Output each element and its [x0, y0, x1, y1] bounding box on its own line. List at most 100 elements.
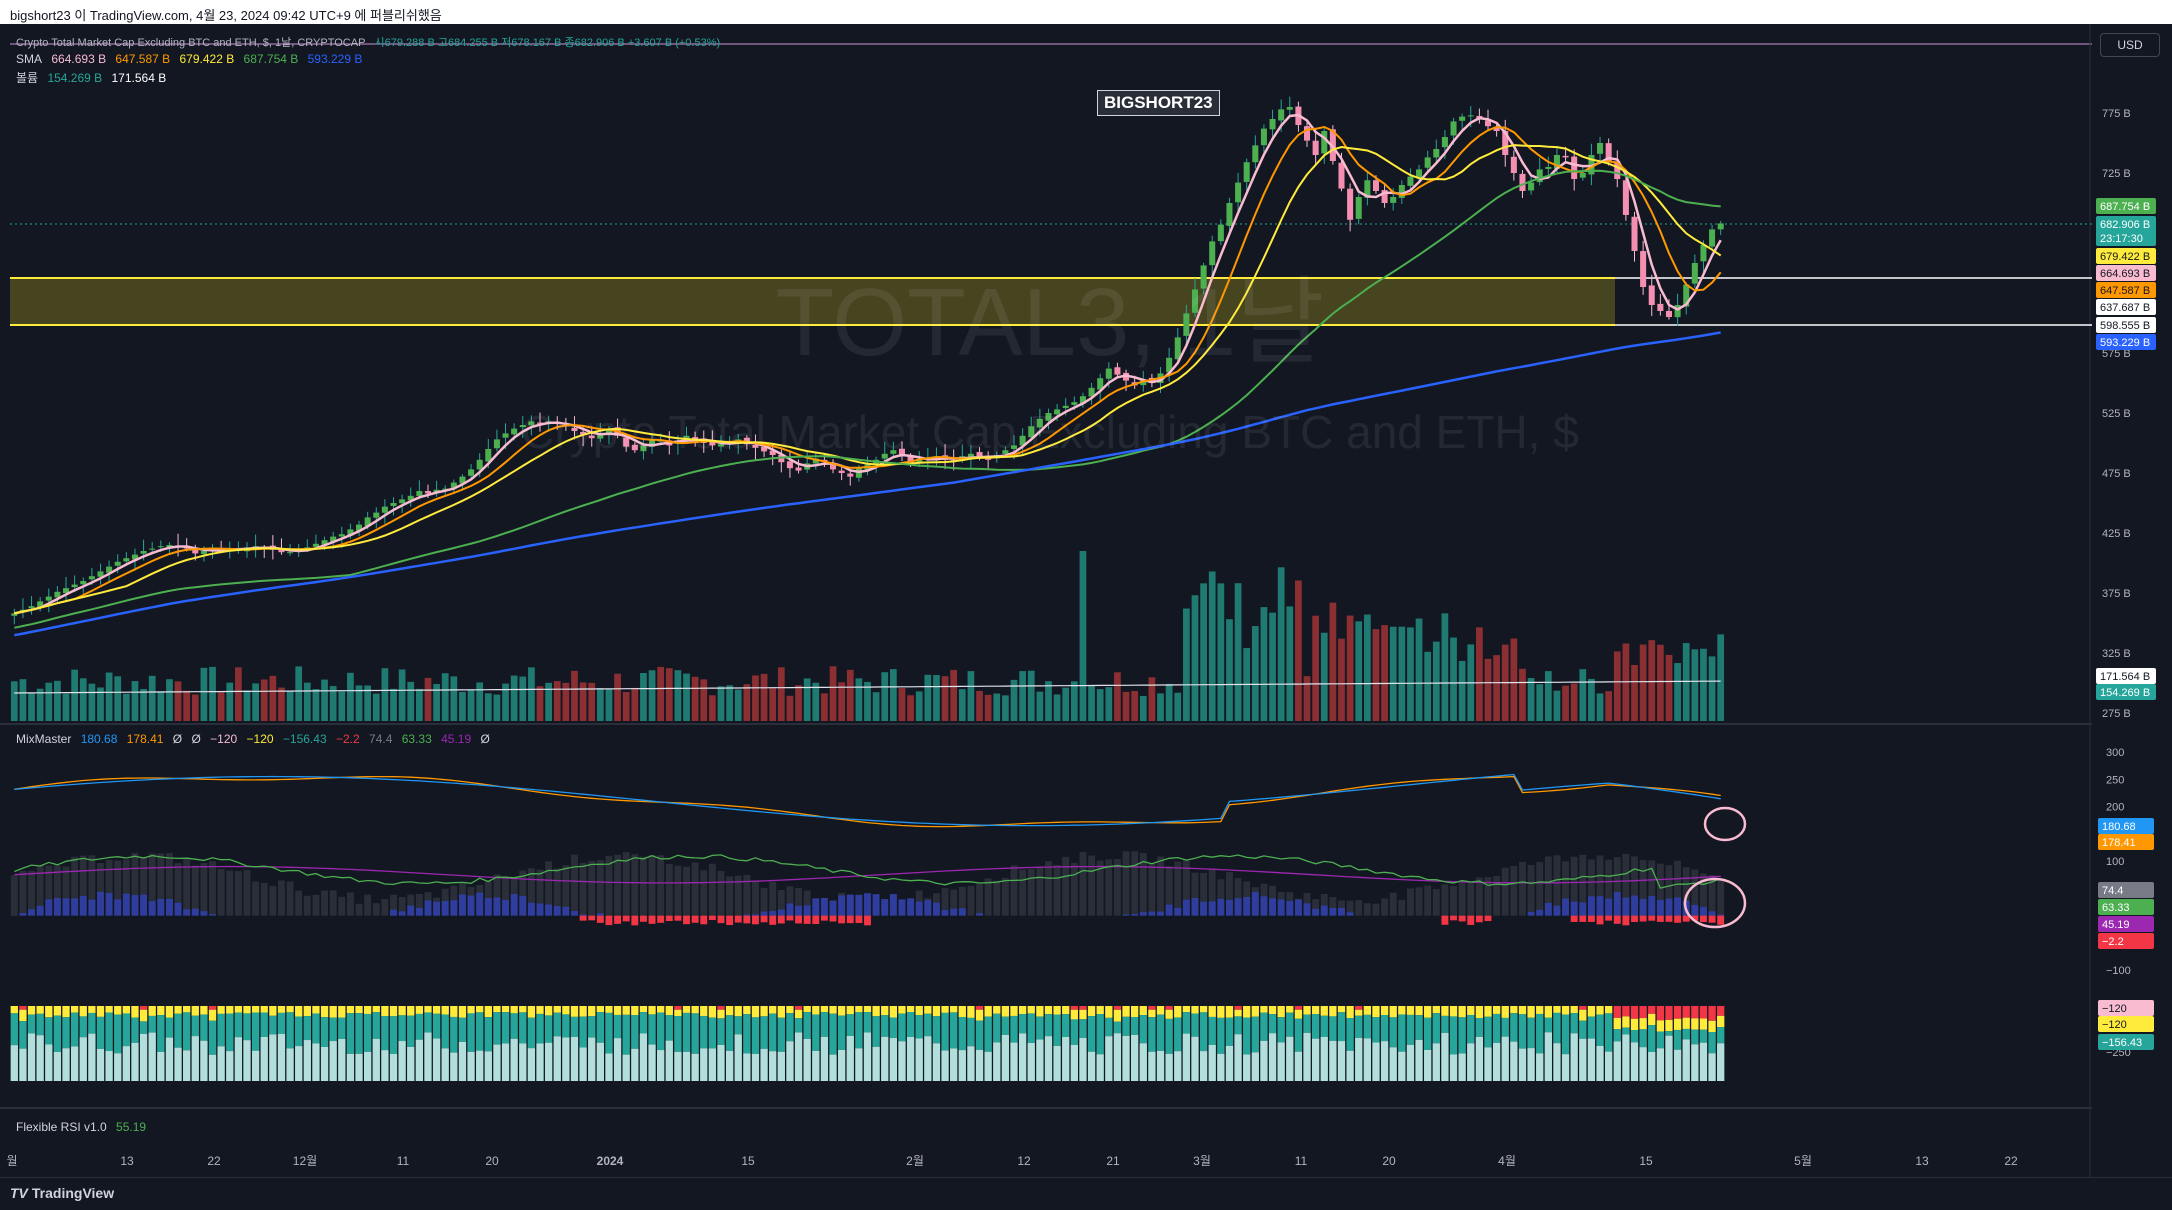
osc-blue-bar [175, 903, 182, 916]
volume-bar [425, 678, 432, 721]
osc-blue-bar [1709, 911, 1716, 915]
osc-red-bar [1666, 916, 1673, 922]
stack-yellow [769, 1006, 776, 1014]
candle-body [1433, 149, 1439, 157]
volume-bar [761, 674, 768, 721]
volume-legend[interactable]: 볼륨 154.269 B 171.564 B [16, 69, 172, 86]
stack-light [502, 1044, 509, 1081]
stack-teal [1036, 1017, 1043, 1040]
osc-gray-bar [1123, 851, 1130, 915]
volume-bar [700, 679, 707, 721]
currency-button[interactable]: USD [2100, 33, 2160, 57]
stack-teal [1122, 1017, 1129, 1036]
stack-yellow [717, 1010, 724, 1019]
osc-blue-bar [1183, 900, 1190, 916]
volume-bar [1640, 645, 1647, 721]
stack-light [1467, 1043, 1474, 1081]
osc-blue-bar [1562, 899, 1569, 916]
volume-bar [657, 667, 664, 721]
stack-light [631, 1049, 638, 1081]
stack-teal [855, 1012, 862, 1048]
stack-light [1303, 1033, 1310, 1081]
stack-teal [390, 1016, 397, 1054]
osc-red-bar [1441, 916, 1448, 925]
stack-light [252, 1051, 259, 1081]
stack-teal [381, 1016, 388, 1050]
stack-light [467, 1052, 474, 1081]
osc-blue-bar [786, 903, 793, 915]
rsi-legend[interactable]: Flexible RSI v1.0 55.19 [16, 1120, 152, 1134]
stack-teal [1191, 1014, 1198, 1037]
osc-blue-bar [1536, 910, 1543, 916]
volume-bar [494, 695, 501, 721]
stack-yellow [88, 1006, 95, 1013]
osc-blue-bar [1166, 905, 1173, 916]
stack-light [166, 1038, 173, 1081]
stack-yellow [485, 1006, 492, 1017]
stack-yellow [1648, 1014, 1655, 1025]
volume-bar [1140, 696, 1147, 721]
osc-red-bar [588, 916, 595, 921]
stack-teal [123, 1013, 130, 1046]
stack-teal [1527, 1018, 1534, 1048]
stack-teal [1148, 1017, 1155, 1052]
stack-yellow [304, 1006, 311, 1016]
stack-yellow [1234, 1010, 1241, 1017]
mm-value-7: −156.43 [283, 732, 327, 746]
osc-blue-bar [114, 899, 121, 915]
mm-value-10: 63.33 [402, 732, 432, 746]
price-tick: 775 B [2102, 108, 2131, 120]
stack-light [295, 1046, 302, 1081]
stack-yellow [1614, 1018, 1621, 1029]
osc-gray-bar [1011, 865, 1018, 915]
stack-yellow [1596, 1006, 1603, 1015]
stack-light [597, 1043, 604, 1081]
stack-yellow [916, 1006, 923, 1015]
osc-gray-bar [709, 864, 716, 916]
stack-yellow [1278, 1006, 1285, 1017]
osc-blue-bar [459, 894, 466, 915]
stack-yellow [19, 1010, 26, 1021]
stack-yellow [1140, 1006, 1147, 1015]
stack-light [778, 1052, 785, 1081]
stack-yellow [209, 1010, 216, 1021]
stack-yellow [28, 1006, 35, 1015]
stack-yellow [157, 1006, 164, 1015]
stack-teal [1131, 1017, 1138, 1035]
osc-blue-bar [416, 908, 423, 916]
sma-legend[interactable]: SMA 664.693 B 647.587 B 679.422 B 687.75… [16, 52, 368, 66]
osc-gray-bar [1019, 870, 1026, 916]
osc-blue-bar [209, 914, 216, 915]
stack-light [1002, 1035, 1009, 1081]
osc-red-bar [769, 916, 776, 925]
stack-light [80, 1037, 87, 1081]
stack-yellow [1045, 1006, 1052, 1014]
candle-body [1597, 143, 1603, 154]
annotation-label[interactable]: BIGSHORT23 [1097, 90, 1220, 116]
osc-orange-line [14, 777, 1720, 827]
stack-light [1053, 1046, 1060, 1081]
candle-body [1468, 115, 1474, 116]
volume-bar [683, 674, 690, 721]
osc-blue-bar [1286, 901, 1293, 916]
osc-blue-bar [545, 905, 552, 916]
stack-light [88, 1034, 95, 1081]
stack-teal [812, 1014, 819, 1050]
mm-value-2: 178.41 [127, 732, 164, 746]
stack-teal [847, 1014, 854, 1036]
mixmaster-legend[interactable]: MixMaster 180.68 178.41 Ø Ø −120 −120 −1… [16, 732, 496, 746]
stack-light [1140, 1043, 1147, 1081]
stack-light [1553, 1043, 1560, 1081]
stack-teal [941, 1013, 948, 1051]
osc-gray-bar [976, 884, 983, 916]
stack-light [416, 1040, 423, 1081]
stack-light [174, 1048, 181, 1081]
candle-body [1321, 131, 1327, 153]
stack-teal [1364, 1015, 1371, 1038]
volume-bar [192, 694, 199, 721]
stack-teal [1398, 1014, 1405, 1051]
volume-bar [63, 694, 70, 721]
osc-gray-bar [692, 863, 699, 916]
